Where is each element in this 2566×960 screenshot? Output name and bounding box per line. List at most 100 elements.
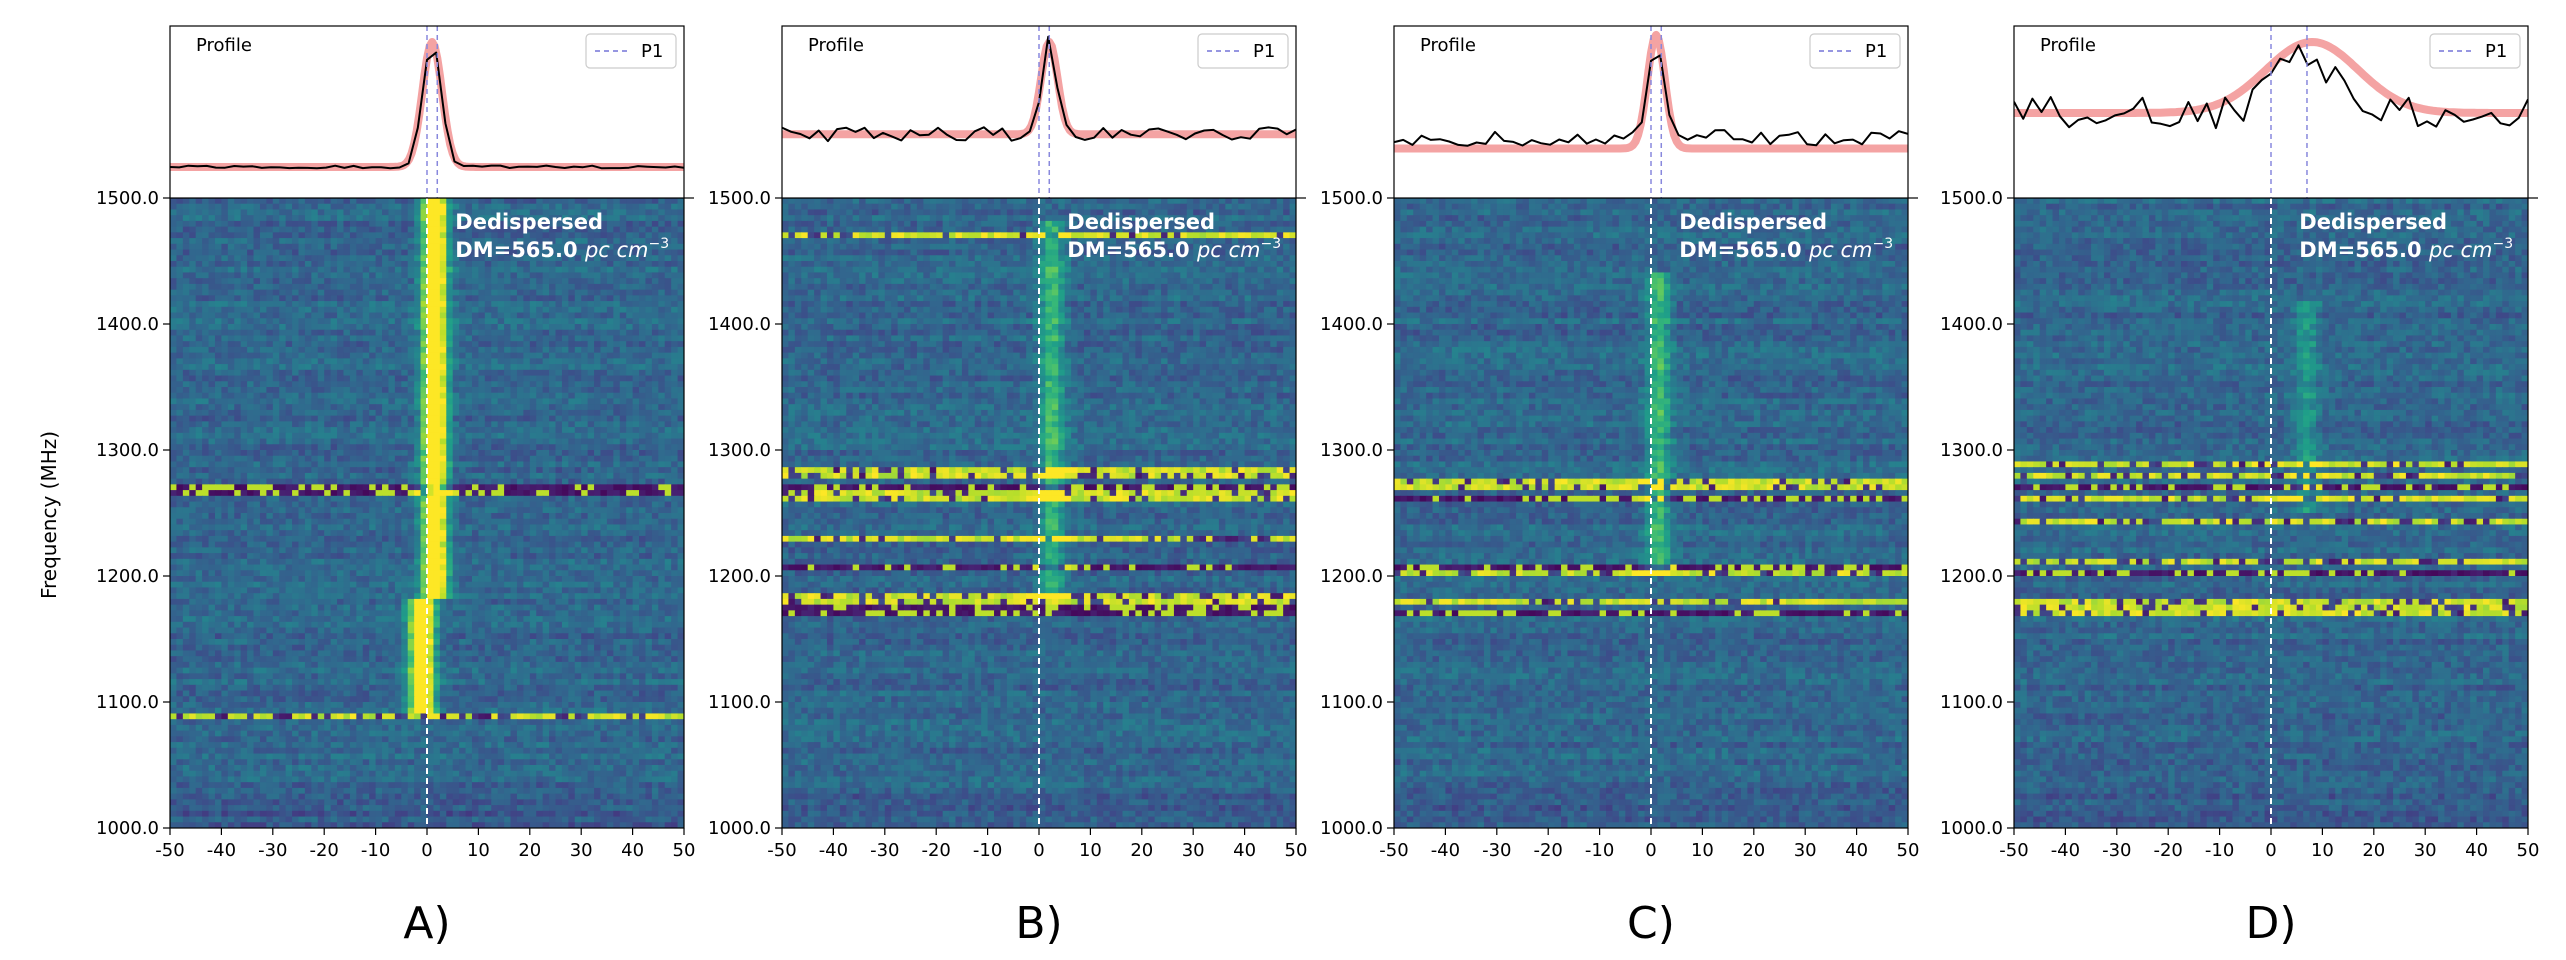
legend-box — [1197, 33, 1289, 69]
annotation-dm-value: DM=565.0 — [2299, 238, 2429, 262]
annotation-dm-unit: pc cm — [1808, 238, 1873, 262]
x-tick-label: -30 — [1482, 840, 1511, 861]
profile-curve — [170, 51, 684, 170]
x-tick-label: 10 — [467, 840, 490, 861]
y-tick-label: 1200.0 — [96, 566, 159, 587]
heatmap — [1393, 197, 1909, 829]
y-tick-label: 1500.0 — [1940, 188, 2003, 209]
x-tick-label: -20 — [309, 840, 338, 861]
y-tick-label: 1000.0 — [1320, 818, 1383, 839]
x-tick-label: -10 — [361, 840, 390, 861]
profile-panel: Profile P1 — [1393, 25, 1909, 199]
x-tick-label: 30 — [2414, 840, 2437, 861]
legend-label: P1 — [1253, 41, 1275, 62]
profile-frame — [781, 25, 1297, 199]
profile-label: Profile — [196, 35, 252, 56]
x-tick-label: -40 — [207, 840, 236, 861]
legend-label: P1 — [1865, 41, 1887, 62]
x-tick-label: 10 — [1691, 840, 1714, 861]
y-tick-label: 1400.0 — [96, 314, 159, 335]
panel-label: D) — [2245, 898, 2296, 949]
profile-curve — [1394, 54, 1908, 147]
heatmap — [2013, 197, 2529, 829]
annotation-dm-unit: pc cm — [2428, 238, 2493, 262]
annotation-title: Dedispersed — [1067, 210, 1215, 234]
y-tick-label: 1000.0 — [96, 818, 159, 839]
x-tick-label: 10 — [1079, 840, 1102, 861]
x-tick-label: -40 — [1431, 840, 1460, 861]
panel-label: B) — [1015, 898, 1062, 949]
x-tick-label: 0 — [421, 840, 432, 861]
x-tick-label: 40 — [621, 840, 644, 861]
profile-panel: Profile P1 — [2013, 25, 2529, 199]
x-tick-label: -50 — [1379, 840, 1408, 861]
y-axis-label: Frequency (MHz) — [37, 431, 61, 599]
profile-panel: Profile P1 — [169, 25, 685, 199]
y-tick-label: 1300.0 — [708, 440, 771, 461]
annotation-title: Dedispersed — [1679, 210, 1827, 234]
x-tick-label: 20 — [2362, 840, 2385, 861]
x-tick-label: 0 — [1645, 840, 1656, 861]
y-tick-label: 1300.0 — [1940, 440, 2003, 461]
annotation-dm: DM=565.0 pc cm−3 — [455, 236, 669, 262]
profile-frame — [169, 25, 685, 199]
x-tick-label: 40 — [1233, 840, 1256, 861]
x-tick-label: -50 — [767, 840, 796, 861]
annotation-dm: DM=565.0 pc cm−3 — [1067, 236, 1281, 262]
x-tick-label: -20 — [921, 840, 950, 861]
annotation-dm: DM=565.0 pc cm−3 — [1679, 236, 1893, 262]
annotation-dm-value: DM=565.0 — [455, 238, 585, 262]
legend-box — [2429, 33, 2521, 69]
x-tick-label: 40 — [1845, 840, 1868, 861]
heatmap-cells — [782, 198, 1296, 828]
profile-plot — [1394, 30, 1908, 153]
x-tick-label: 50 — [1285, 840, 1308, 861]
y-tick-label: 1100.0 — [1940, 692, 2003, 713]
legend-box — [585, 33, 677, 69]
profile-panel: Profile P1 — [781, 25, 1297, 199]
heatmap-cells — [170, 198, 684, 828]
x-tick-label: -20 — [2153, 840, 2182, 861]
annotation-dm-value: DM=565.0 — [1679, 238, 1809, 262]
annotation-title: Dedispersed — [455, 210, 603, 234]
profile-fit-curve — [1394, 30, 1908, 153]
y-tick-label: 1000.0 — [1940, 818, 2003, 839]
annotation-dm-exponent: −3 — [2493, 236, 2514, 252]
x-tick-label: -10 — [1585, 840, 1614, 861]
x-tick-label: 10 — [2311, 840, 2334, 861]
legend-box — [1809, 33, 1901, 69]
legend: P1 — [1197, 33, 1289, 69]
x-tick-label: -10 — [2205, 840, 2234, 861]
legend: P1 — [1809, 33, 1901, 69]
legend-label: P1 — [641, 41, 663, 62]
y-tick-label: 1500.0 — [1320, 188, 1383, 209]
x-tick-label: 20 — [1742, 840, 1765, 861]
annotation-title: Dedispersed — [2299, 210, 2447, 234]
profile-label: Profile — [1420, 35, 1476, 56]
annotation-dm-exponent: −3 — [649, 236, 670, 252]
x-tick-label: -10 — [973, 840, 1002, 861]
x-tick-label: 30 — [1182, 840, 1205, 861]
x-tick-label: 50 — [673, 840, 696, 861]
heatmap-cells — [1394, 198, 1908, 828]
legend: P1 — [2429, 33, 2521, 69]
heatmap — [781, 197, 1297, 829]
y-tick-label: 1200.0 — [708, 566, 771, 587]
x-tick-label: 50 — [1897, 840, 1920, 861]
annotation-dm-value: DM=565.0 — [1067, 238, 1197, 262]
x-tick-label: -40 — [819, 840, 848, 861]
y-tick-label: 1300.0 — [96, 440, 159, 461]
x-tick-label: 30 — [570, 840, 593, 861]
x-tick-label: -40 — [2051, 840, 2080, 861]
x-tick-label: 0 — [2265, 840, 2276, 861]
panel-label: C) — [1627, 898, 1675, 949]
y-tick-label: 1400.0 — [708, 314, 771, 335]
x-tick-label: -50 — [1999, 840, 2028, 861]
profile-frame — [1393, 25, 1909, 199]
x-tick-label: -50 — [155, 840, 184, 861]
